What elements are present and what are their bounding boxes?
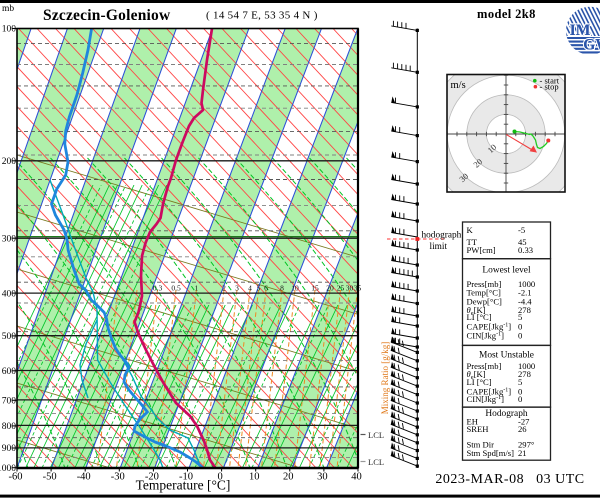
svg-text:200: 200 xyxy=(2,157,17,167)
svg-text:Szczecin-Goleniow: Szczecin-Goleniow xyxy=(43,7,171,24)
svg-text:20: 20 xyxy=(326,283,334,292)
svg-text:SREH: SREH xyxy=(467,424,489,434)
svg-text:Temperature [°C]: Temperature [°C] xyxy=(136,478,231,493)
svg-text:m/s: m/s xyxy=(451,80,466,91)
svg-text:2023-MAR-08 03 UTC: 2023-MAR-08 03 UTC xyxy=(435,472,584,487)
svg-text:30: 30 xyxy=(317,472,328,483)
svg-text:-60: -60 xyxy=(9,472,23,483)
svg-text:10: 10 xyxy=(249,472,260,483)
svg-text:5: 5 xyxy=(518,377,522,387)
svg-text:6: 6 xyxy=(264,283,268,292)
svg-text:GW: GW xyxy=(583,37,600,54)
svg-text:4: 4 xyxy=(248,283,252,292)
svg-text:PW[cm]: PW[cm] xyxy=(467,245,496,255)
svg-text:limit: limit xyxy=(430,242,448,252)
svg-text:Lowest level: Lowest level xyxy=(482,266,531,276)
svg-text:20: 20 xyxy=(283,472,294,483)
svg-text:2: 2 xyxy=(222,283,226,292)
svg-text:10: 10 xyxy=(291,283,299,292)
svg-text:0.3: 0.3 xyxy=(153,283,163,292)
svg-text:800: 800 xyxy=(2,422,17,432)
svg-text:26: 26 xyxy=(518,424,527,434)
svg-text:500: 500 xyxy=(2,332,17,342)
svg-text:900: 900 xyxy=(2,444,17,454)
svg-text:mb: mb xyxy=(2,4,14,14)
svg-text:600: 600 xyxy=(2,367,17,377)
svg-text:LI [°C]: LI [°C] xyxy=(467,312,492,322)
svg-text:LCL: LCL xyxy=(368,457,384,467)
svg-text:25: 25 xyxy=(337,283,345,292)
svg-text:-30: -30 xyxy=(111,472,125,483)
svg-text:300: 300 xyxy=(2,234,17,244)
svg-text:- stop: - stop xyxy=(540,82,559,92)
svg-text:8: 8 xyxy=(280,283,284,292)
svg-text:700: 700 xyxy=(2,397,17,407)
svg-text:5: 5 xyxy=(257,283,261,292)
svg-text:1: 1 xyxy=(195,283,199,292)
svg-text:0: 0 xyxy=(518,394,522,404)
svg-text:-5: -5 xyxy=(518,225,525,235)
svg-text:model 2k8: model 2k8 xyxy=(477,7,536,21)
svg-text:0.5: 0.5 xyxy=(171,283,181,292)
svg-text:21: 21 xyxy=(518,448,527,458)
svg-text:LCL: LCL xyxy=(368,430,384,440)
svg-text:40: 40 xyxy=(351,472,362,483)
svg-text:Mixing Ratio [g/kg]: Mixing Ratio [g/kg] xyxy=(380,342,390,415)
svg-text:( 14 54 7 E, 53 35 4 N ): ( 14 54 7 E, 53 35 4 N ) xyxy=(206,10,318,22)
svg-text:0: 0 xyxy=(518,330,522,340)
svg-text:400: 400 xyxy=(2,289,17,299)
svg-text:15: 15 xyxy=(311,283,319,292)
svg-text:hodograph: hodograph xyxy=(422,231,462,241)
svg-text:3: 3 xyxy=(235,283,239,292)
svg-text:Most Unstable: Most Unstable xyxy=(479,351,534,361)
svg-text:100: 100 xyxy=(2,25,17,35)
svg-text:-40: -40 xyxy=(77,472,91,483)
svg-text:K: K xyxy=(467,225,474,235)
svg-text:-50: -50 xyxy=(43,472,57,483)
svg-text:5: 5 xyxy=(518,312,522,322)
svg-text:Stm Spd[m/s]: Stm Spd[m/s] xyxy=(467,448,515,458)
svg-text:30: 30 xyxy=(346,283,354,292)
svg-text:LI [°C]: LI [°C] xyxy=(467,377,492,387)
svg-text:0.33: 0.33 xyxy=(518,245,533,255)
